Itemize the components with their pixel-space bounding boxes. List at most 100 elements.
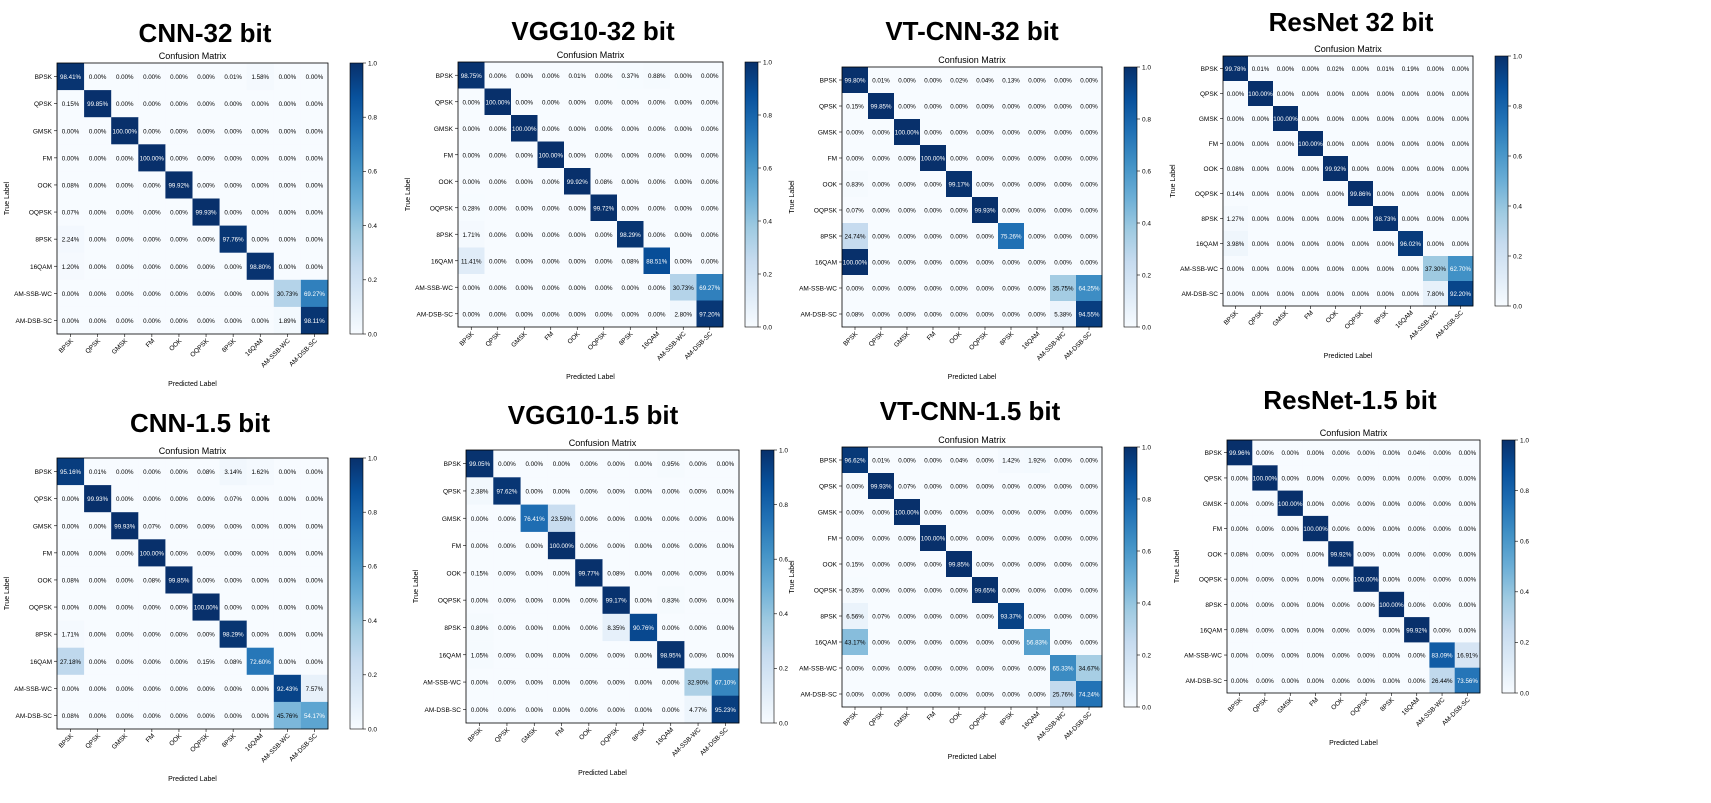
cell-value: 0.00% xyxy=(1002,182,1020,189)
cell-value: 0.00% xyxy=(1459,501,1477,508)
matrix-subtitle: Confusion Matrix xyxy=(569,438,637,448)
cell-value: 0.00% xyxy=(1459,577,1477,584)
cell-value: 0.00% xyxy=(1332,450,1350,457)
matrix-cell xyxy=(1252,440,1278,466)
matrix-cell xyxy=(1454,591,1481,618)
y-tick-label: AM-DSB-SC xyxy=(801,312,838,319)
cell-value: 0.00% xyxy=(1028,260,1046,267)
cell-value: 0.00% xyxy=(1054,484,1072,491)
matrix-cell xyxy=(842,93,869,120)
matrix-cell xyxy=(1373,281,1399,307)
matrix-cell xyxy=(273,647,302,676)
matrix-cell xyxy=(1277,541,1304,567)
cell-value: 0.00% xyxy=(635,652,653,659)
matrix-cell xyxy=(842,681,869,708)
y-axis-label: True Label xyxy=(4,181,11,215)
y-tick-label: QPSK xyxy=(1200,91,1219,98)
matrix-cell xyxy=(1050,447,1077,474)
matrix-cell xyxy=(657,477,685,505)
colorbar-tick-label: 0.6 xyxy=(1142,168,1151,175)
matrix-cell xyxy=(192,171,220,199)
matrix-cell xyxy=(696,247,724,275)
matrix-cell xyxy=(868,145,895,172)
matrix-cell xyxy=(111,458,139,486)
cell-value: 0.00% xyxy=(1002,104,1020,111)
matrix-cell xyxy=(1273,231,1299,257)
matrix-cell xyxy=(602,504,631,533)
matrix-cell xyxy=(998,629,1025,656)
cell-value: 99.80% xyxy=(845,78,866,85)
matrix-cell xyxy=(1454,440,1481,466)
matrix-cell xyxy=(547,559,576,587)
matrix-cell xyxy=(111,252,139,281)
cell-value: 0.00% xyxy=(689,625,707,632)
matrix-cell xyxy=(657,504,685,533)
cell-value: 0.00% xyxy=(635,598,653,605)
cell-value: 0.00% xyxy=(580,707,598,714)
cell-value: 0.00% xyxy=(542,258,560,265)
matrix-cell xyxy=(946,499,973,526)
matrix-cell xyxy=(1024,275,1051,302)
cell-value: 0.00% xyxy=(1277,141,1295,148)
cell-value: 0.00% xyxy=(595,73,613,80)
cell-value: 0.00% xyxy=(89,74,107,81)
matrix-cell xyxy=(84,593,112,621)
matrix-cell xyxy=(1328,667,1354,694)
cell-value: 0.00% xyxy=(170,523,188,530)
cell-value: 0.00% xyxy=(1281,577,1299,584)
cell-value: 0.00% xyxy=(489,311,507,318)
colorbar-tick-label: 0.8 xyxy=(1142,496,1151,503)
cell-value: 98.41% xyxy=(60,74,81,81)
matrix-cell xyxy=(219,63,247,91)
matrix-cell xyxy=(868,119,895,146)
cell-value: 100.00% xyxy=(549,543,574,550)
y-tick-label: QPSK xyxy=(443,488,462,495)
matrix-cell xyxy=(972,197,999,224)
cell-value: 0.00% xyxy=(1002,130,1020,137)
colorbar-tick-label: 0.4 xyxy=(1142,600,1151,607)
cell-value: 0.00% xyxy=(170,291,188,298)
matrix-cell xyxy=(192,252,220,281)
matrix-cell xyxy=(458,221,485,248)
cell-value: 0.00% xyxy=(462,126,480,133)
cell-value: 0.00% xyxy=(898,104,916,111)
matrix-cell xyxy=(273,225,302,253)
cell-value: 6.56% xyxy=(846,614,864,621)
matrix-cell xyxy=(537,274,565,301)
cell-value: 0.00% xyxy=(924,312,942,319)
cell-value: 100.00% xyxy=(1253,475,1278,482)
cell-value: 0.00% xyxy=(1002,156,1020,163)
colorbar-tick-label: 1.0 xyxy=(1520,437,1529,444)
cell-value: 0.00% xyxy=(279,101,297,108)
cell-value: 99.77% xyxy=(578,570,599,577)
cell-value: 1.62% xyxy=(251,469,269,476)
matrix-cell xyxy=(657,586,685,615)
matrix-cell xyxy=(1298,131,1324,157)
cell-value: 0.00% xyxy=(1352,241,1370,248)
matrix-cell xyxy=(57,647,85,676)
matrix-cell xyxy=(998,447,1025,474)
matrix-cell xyxy=(1076,525,1103,552)
x-axis-label: Predicted Label xyxy=(1329,740,1378,747)
matrix-cell xyxy=(547,586,576,615)
cell-value: 0.00% xyxy=(1252,166,1270,173)
matrix-cell xyxy=(1353,515,1380,542)
matrix-frame xyxy=(56,62,329,335)
matrix-cell xyxy=(842,301,869,328)
cell-value: 0.00% xyxy=(607,707,625,714)
matrix-cell xyxy=(920,681,947,708)
cell-value: 0.00% xyxy=(1433,602,1451,609)
cell-value: 1.05% xyxy=(471,652,489,659)
cell-value: 0.00% xyxy=(306,237,324,244)
matrix-cell xyxy=(165,63,193,91)
matrix-cell xyxy=(1024,525,1051,552)
cell-value: 0.00% xyxy=(1357,551,1375,558)
cell-value: 2.24% xyxy=(62,237,80,244)
cell-value: 0.08% xyxy=(224,659,242,666)
cell-value: 0.00% xyxy=(1332,678,1350,685)
matrix-cell xyxy=(684,477,712,505)
cell-value: 0.00% xyxy=(580,598,598,605)
cell-value: 74.24% xyxy=(1079,692,1100,699)
cell-value: 0.00% xyxy=(1327,91,1345,98)
matrix-cell xyxy=(466,559,494,587)
